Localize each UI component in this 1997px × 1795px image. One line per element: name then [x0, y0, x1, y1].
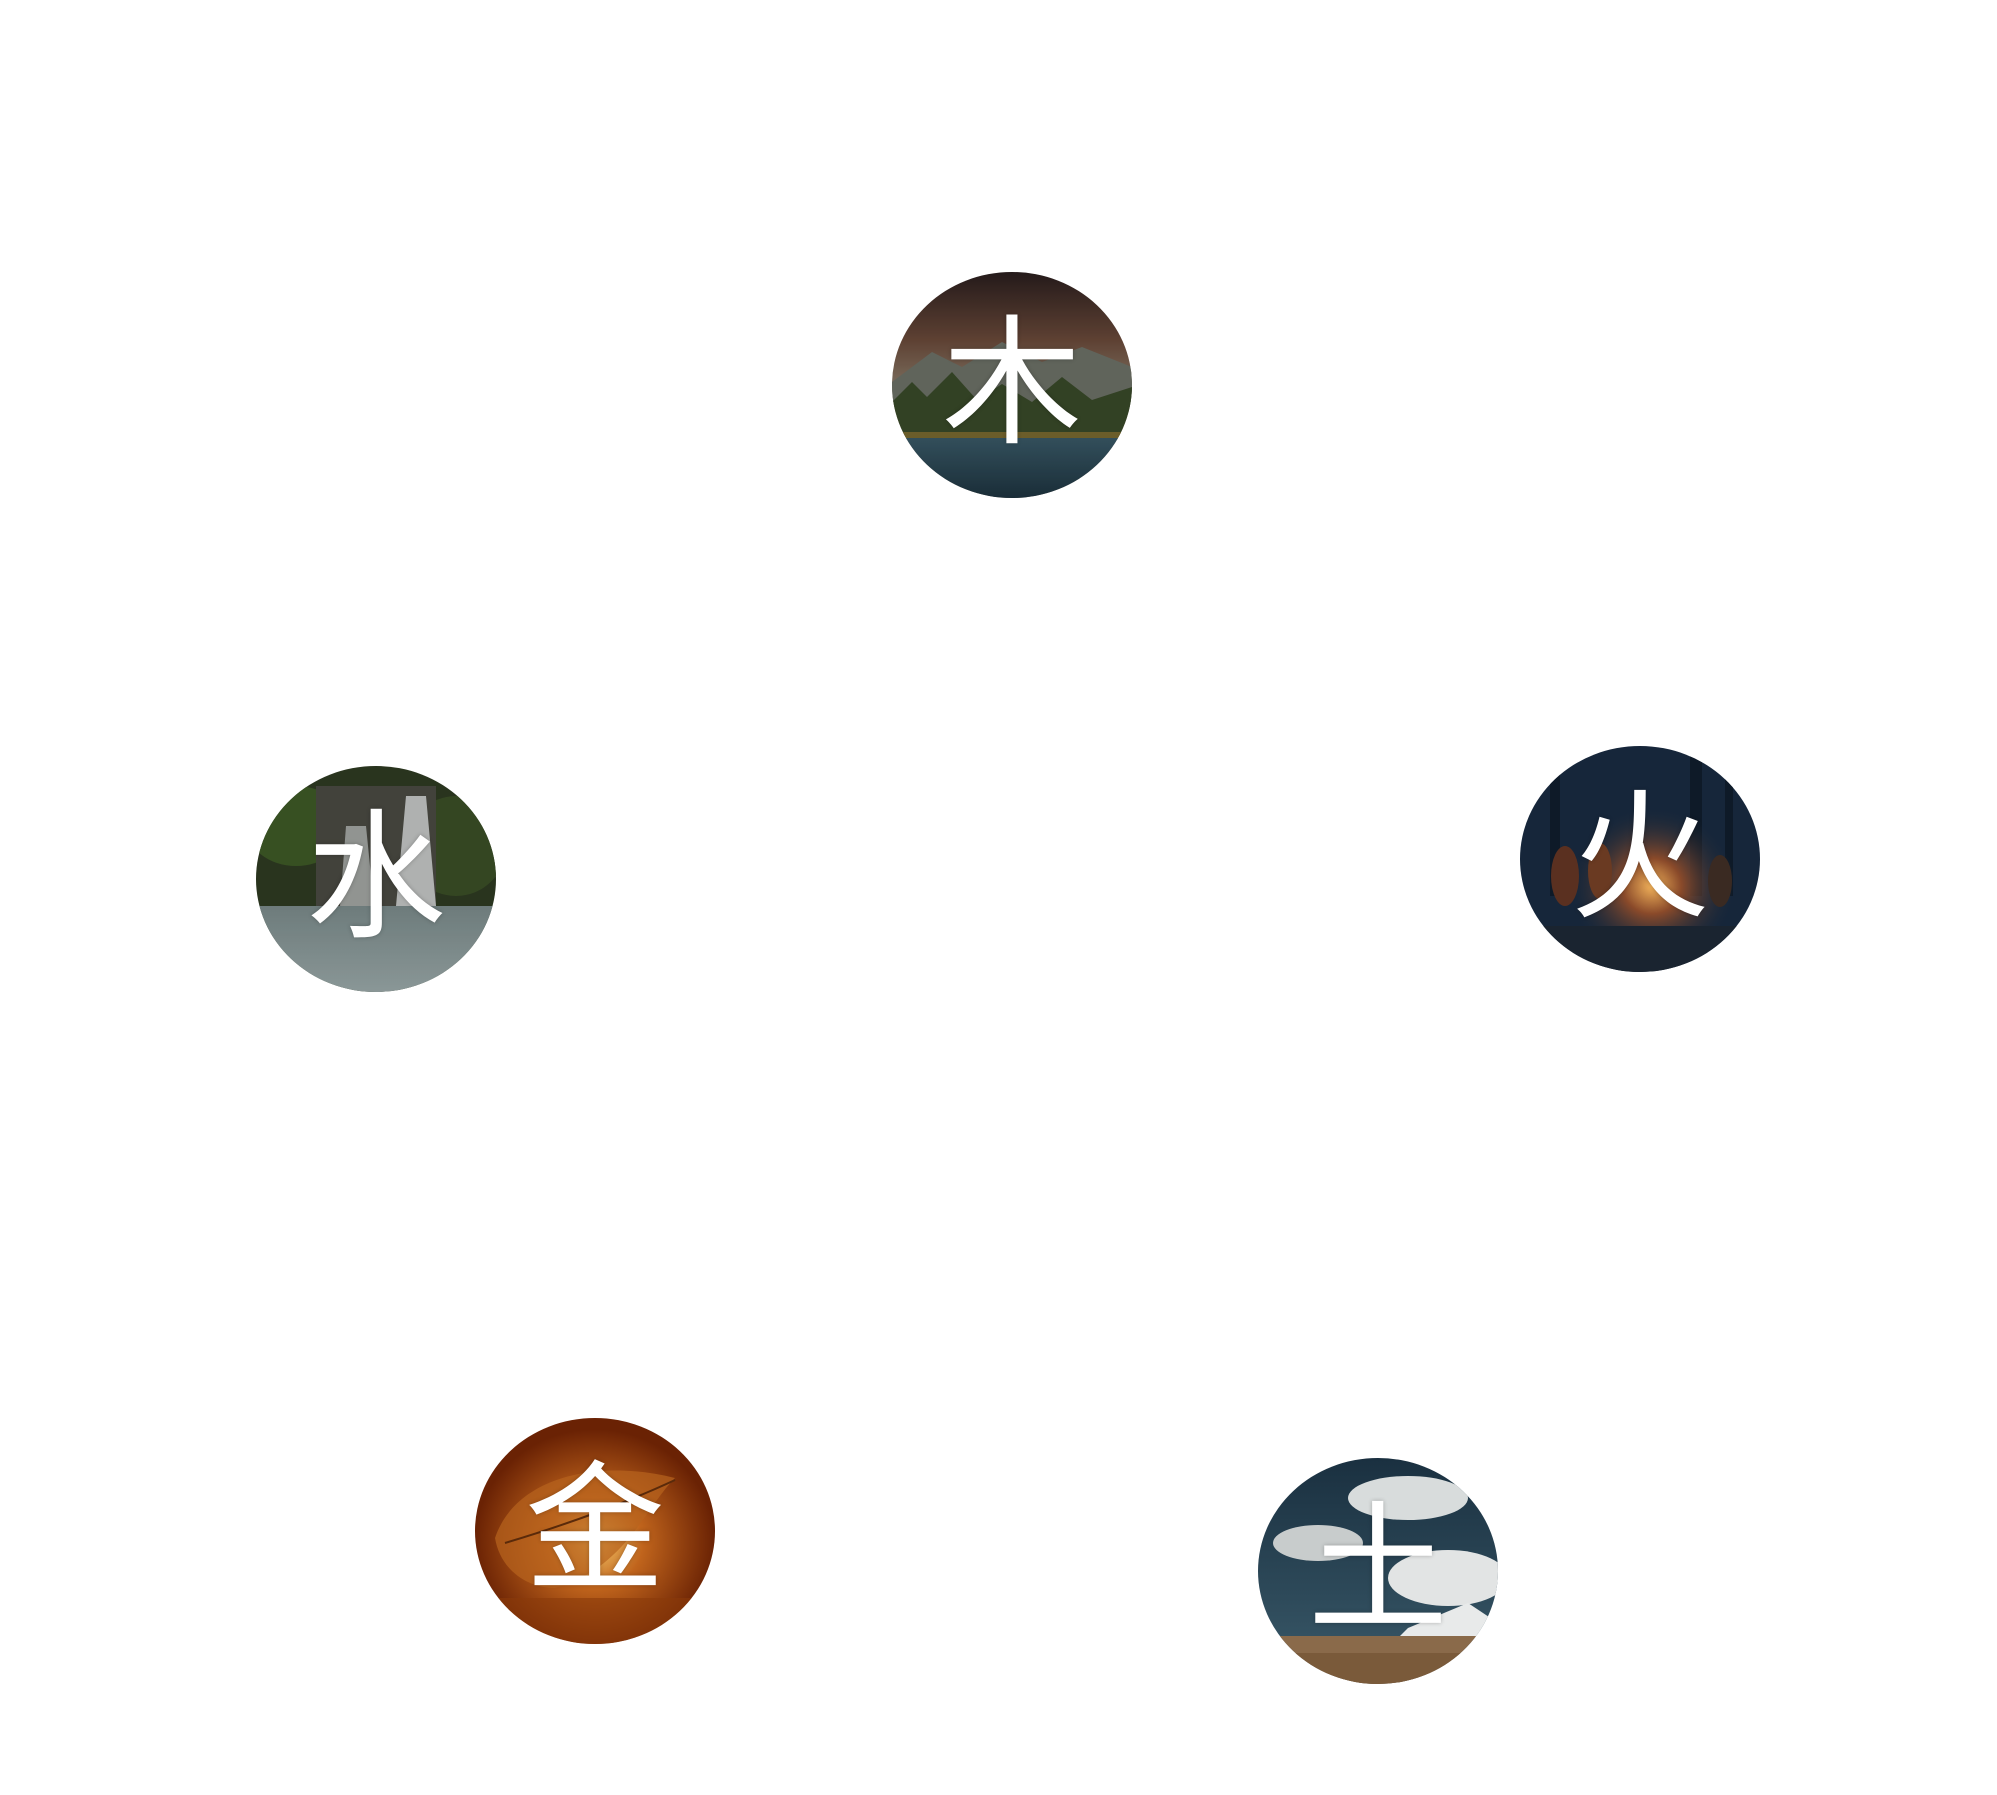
earth-glyph: 土	[1307, 1489, 1448, 1652]
element-earth-circle[interactable]: 土	[1258, 1458, 1498, 1684]
metal-glyph: 金	[524, 1449, 665, 1612]
element-wood-circle[interactable]: 木	[892, 272, 1132, 498]
element-metal-circle[interactable]: 金	[475, 1418, 715, 1644]
amber-leaf-image	[475, 1418, 715, 1644]
water-glyph: 水	[305, 797, 446, 960]
campfire-image	[1520, 746, 1760, 972]
element-fire-circle[interactable]: 火	[1520, 746, 1760, 972]
desert-plain-image	[1258, 1458, 1498, 1684]
wood-glyph: 木	[941, 303, 1082, 466]
fire-glyph: 火	[1569, 777, 1710, 940]
waterfall-image	[256, 766, 496, 992]
element-water-circle[interactable]: 水	[256, 766, 496, 992]
mountain-lake-image	[892, 272, 1132, 498]
